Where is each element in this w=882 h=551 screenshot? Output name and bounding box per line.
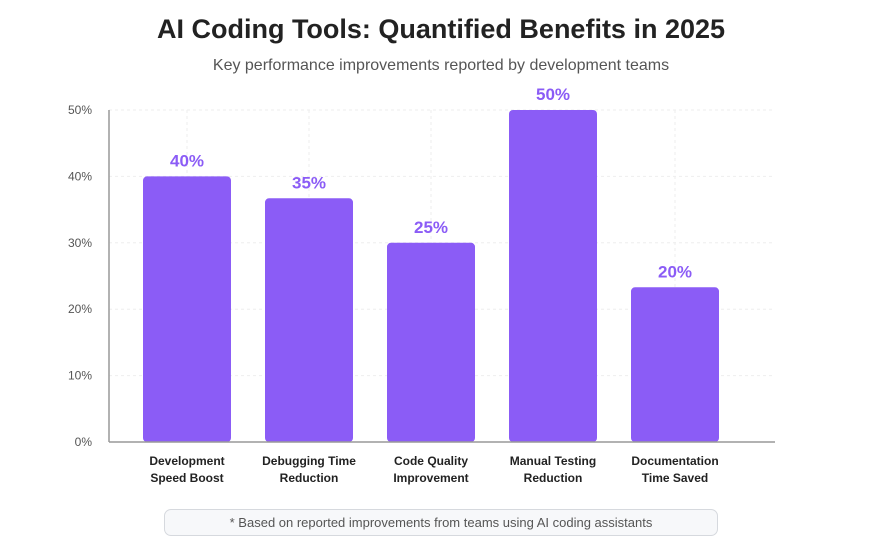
bars	[143, 110, 719, 442]
y-tick-label: 0%	[75, 435, 93, 449]
x-category-label: Reduction	[280, 471, 339, 485]
bar-value-label: 50%	[536, 85, 570, 104]
bar	[143, 176, 231, 442]
chart-title: AI Coding Tools: Quantified Benefits in …	[156, 14, 726, 44]
x-category-label: Reduction	[524, 471, 583, 485]
bar-value-label: 40%	[170, 151, 204, 170]
x-category-label: Speed Boost	[150, 471, 223, 485]
bar	[387, 242, 475, 442]
footnote: * Based on reported improvements from te…	[164, 509, 718, 536]
x-category-label: Improvement	[393, 471, 468, 485]
x-category-label: Code Quality	[394, 454, 468, 468]
bar-chart: 0% 10% 20% 30% 40% 50% 40% Development Speed Boo…	[68, 85, 775, 485]
y-tick-label: 20%	[68, 302, 92, 316]
bar-value-label: 25%	[414, 218, 448, 237]
bar-value-label: 35%	[292, 173, 326, 192]
chart-subtitle: Key performance improvements reported by…	[212, 57, 670, 74]
y-tick-label: 30%	[68, 236, 92, 250]
axes	[108, 110, 775, 443]
bar	[265, 198, 353, 442]
y-tick-label: 10%	[68, 369, 92, 383]
x-category-label: Manual Testing	[510, 454, 596, 468]
labels: 0% 10% 20% 30% 40% 50% 40% Development Speed Boo…	[68, 85, 719, 485]
bar	[509, 110, 597, 442]
x-category-label: Time Saved	[642, 471, 708, 485]
bar-value-label: 20%	[658, 262, 692, 281]
x-category-label: Debugging Time	[262, 454, 356, 468]
x-category-label: Documentation	[631, 454, 718, 468]
x-category-label: Development	[149, 454, 224, 468]
bar	[631, 287, 719, 442]
y-tick-label: 50%	[68, 103, 92, 117]
y-tick-label: 40%	[68, 169, 92, 183]
